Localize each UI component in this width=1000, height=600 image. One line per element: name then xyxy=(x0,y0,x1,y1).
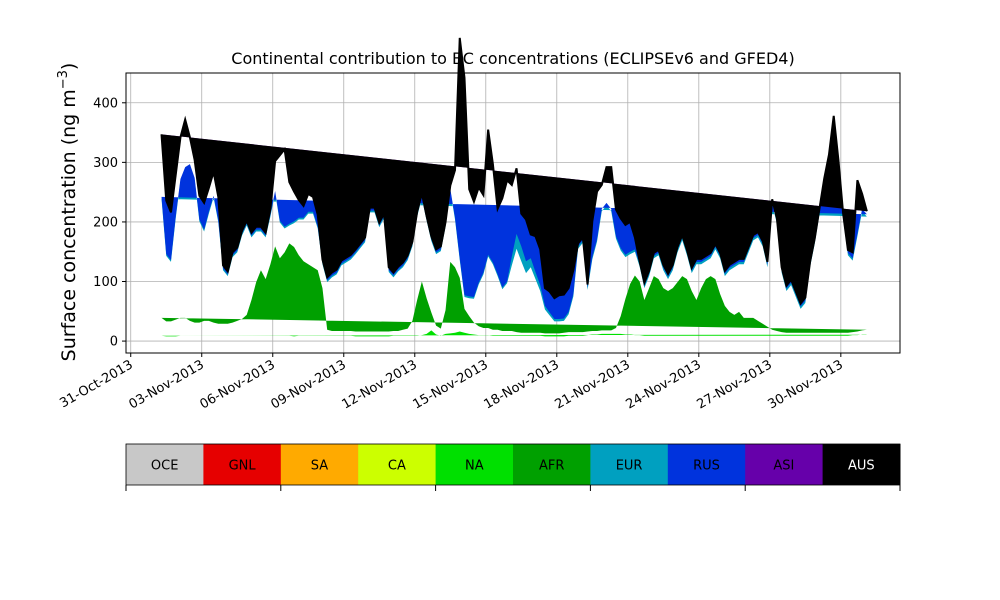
stacked-areas xyxy=(161,37,867,337)
area-na xyxy=(161,330,867,337)
legend-label-sa: SA xyxy=(311,459,328,474)
x-tick-label: 27-Nov-2013 xyxy=(695,357,775,412)
total-concentration-line xyxy=(160,37,868,306)
y-tick-label: 100 xyxy=(93,275,118,290)
x-tick-label: 15-Nov-2013 xyxy=(411,357,491,412)
legend-swatch-oce xyxy=(126,444,204,485)
legend-label-gnl: GNL xyxy=(229,459,257,474)
legend-label-asi: ASI xyxy=(773,459,794,474)
legend-swatch-eur xyxy=(590,444,669,485)
x-tick-label: 21-Nov-2013 xyxy=(553,357,633,412)
x-tick-label: 30-Nov-2013 xyxy=(766,357,846,412)
total-line xyxy=(160,37,868,306)
y-axis-label: Surface concentration (ng m−3) xyxy=(56,63,80,362)
chart-title: Continental contribution to BC concentra… xyxy=(231,49,794,68)
legend-swatch-sa xyxy=(280,444,359,485)
plot-frame xyxy=(125,72,901,354)
legend-label-aus: AUS xyxy=(848,459,875,474)
area-afr xyxy=(161,243,867,334)
y-tick-label: 400 xyxy=(93,96,118,111)
legend-swatch-ca xyxy=(358,444,437,485)
x-tick-label: 06-Nov-2013 xyxy=(197,357,277,412)
legend-label-eur: EUR xyxy=(616,459,643,474)
x-tick-label: 24-Nov-2013 xyxy=(624,357,704,412)
legend-swatch-aus xyxy=(822,444,901,485)
legend-label-oce: OCE xyxy=(151,459,179,474)
x-tick-label: 18-Nov-2013 xyxy=(482,357,562,412)
legend-swatch-na xyxy=(435,444,514,485)
area-aus xyxy=(161,37,867,304)
y-tick-label: 300 xyxy=(93,156,118,171)
legend-swatch-rus xyxy=(667,444,746,485)
colorbar-legend: OCE GNL SA CA NA AFR EUR RUS ASI AUS xyxy=(125,443,901,491)
legend-label-na: NA xyxy=(465,459,484,474)
x-axis-ticks: 31-Oct-201303-Nov-201306-Nov-201309-Nov-… xyxy=(57,353,846,412)
legend-label-ca: CA xyxy=(388,459,406,474)
x-tick-label: 03-Nov-2013 xyxy=(126,357,206,412)
y-tick-label: 200 xyxy=(93,215,118,230)
x-tick-label: 09-Nov-2013 xyxy=(268,357,348,412)
legend-label-rus: RUS xyxy=(693,459,720,474)
y-axis-ticks: 0 100 200 300 400 xyxy=(93,96,126,350)
legend-swatch-gnl xyxy=(203,444,282,485)
legend-frame xyxy=(125,443,901,486)
legend-label-afr: AFR xyxy=(539,459,564,474)
x-tick-label: 12-Nov-2013 xyxy=(339,357,419,412)
legend-swatch-asi xyxy=(745,444,824,485)
area-rus xyxy=(161,127,867,320)
y-tick-label: 0 xyxy=(110,335,118,350)
x-tick-label: 31-Oct-2013 xyxy=(57,357,135,411)
legend-swatch-afr xyxy=(513,444,591,485)
